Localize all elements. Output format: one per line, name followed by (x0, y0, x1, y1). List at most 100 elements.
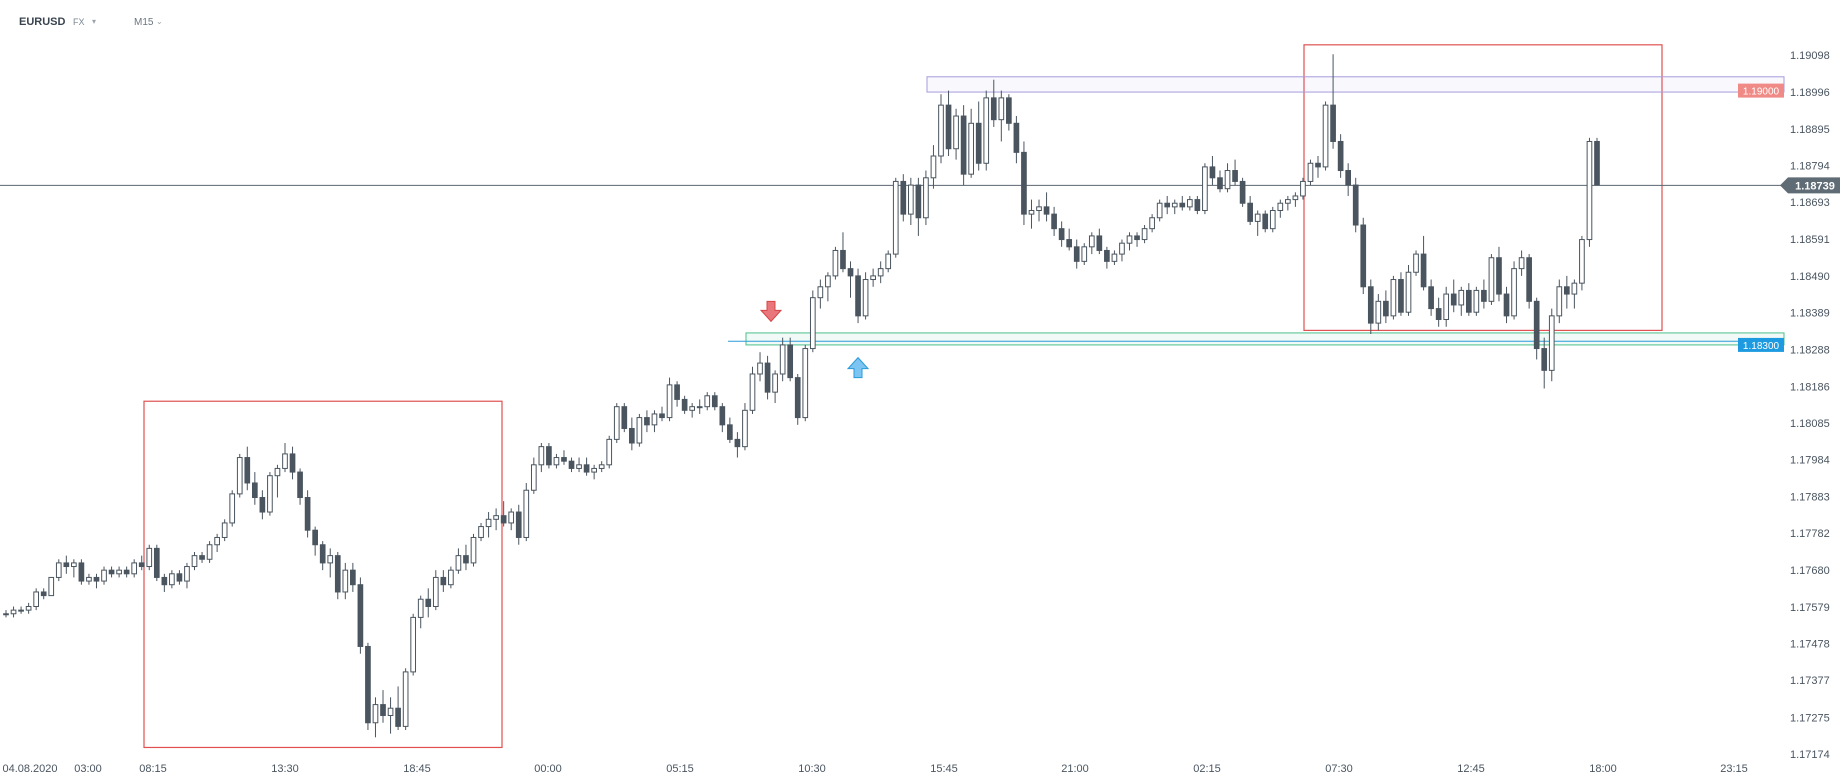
candle-body (998, 97, 1005, 121)
candle-body (161, 576, 168, 586)
candle-body (229, 493, 236, 524)
candle-body (199, 555, 205, 560)
x-tick-label: 08:15 (139, 763, 167, 775)
resistance-level-badge (1738, 83, 1784, 98)
candle-body (1556, 286, 1563, 317)
candle-body (425, 598, 432, 607)
candle-body (304, 497, 311, 531)
candle-body (108, 569, 115, 575)
y-tick-label: 1.18085 (1790, 418, 1830, 430)
candle-body (500, 515, 507, 524)
candle-body (613, 406, 620, 440)
candle-body (1028, 209, 1035, 215)
candle-body (629, 427, 635, 444)
candle-body (48, 576, 55, 597)
candle-body (1518, 257, 1525, 270)
y-tick-label: 1.17275 (1790, 712, 1830, 724)
candle-body (1058, 228, 1065, 241)
candle-body (55, 562, 62, 578)
candle-body (659, 413, 665, 419)
candle-body (357, 584, 364, 647)
candle-body (757, 362, 763, 375)
candle-body (644, 417, 650, 426)
candle-body (410, 616, 417, 673)
candle-body (742, 409, 748, 448)
candle-body (892, 180, 899, 255)
candle-body (885, 253, 892, 270)
symbol-label[interactable]: EURUSD (19, 16, 66, 28)
y-tick-label: 1.18794 (1790, 160, 1830, 172)
candle-body (1352, 184, 1359, 226)
candle-body (1232, 170, 1238, 182)
sell-signal-arrow (759, 300, 783, 323)
candle-body (138, 562, 145, 568)
candle-body (719, 406, 726, 426)
market-label[interactable]: FX (73, 17, 85, 27)
candle-body (1322, 104, 1329, 168)
candle-body (930, 155, 937, 179)
candle-body (704, 395, 711, 408)
candle-body (1262, 213, 1269, 230)
x-tick-label: 15:45 (930, 763, 958, 775)
candle-body (1579, 239, 1585, 284)
candle-body (1164, 202, 1171, 208)
candle-body (1171, 202, 1178, 208)
candle-body (1481, 289, 1487, 302)
support-level-label: 1.18300 (1743, 341, 1780, 352)
candle-body (1096, 235, 1103, 251)
x-tick-label: 03:00 (74, 763, 102, 775)
candle-body (1571, 282, 1578, 295)
candle-body (402, 671, 409, 727)
buy-signal-arrow (846, 356, 870, 379)
candle-body (1443, 293, 1450, 320)
candle-body (1134, 235, 1140, 241)
chevron-down-icon[interactable]: ⌄ (156, 17, 163, 26)
candle-body (191, 555, 198, 568)
chevron-down-icon[interactable]: ▾ (92, 17, 97, 26)
x-tick-label: 10:30 (798, 763, 826, 775)
candle-body (153, 547, 160, 578)
candle-body (146, 547, 153, 568)
candle-body (440, 576, 447, 586)
candle-body (131, 562, 138, 575)
candle-body (1254, 213, 1261, 222)
candle-body (1511, 268, 1517, 317)
candle-body (915, 184, 922, 219)
resistance-level-label: 1.19000 (1743, 87, 1780, 98)
candle-body (1541, 348, 1548, 371)
candle-body (478, 526, 484, 538)
x-tick-label: 07:30 (1325, 763, 1353, 775)
candle-body (259, 497, 266, 513)
candle-body (1428, 286, 1434, 310)
candle-body (10, 609, 17, 615)
candle-body (515, 511, 522, 538)
candle-body (342, 569, 349, 593)
resistance-zone (926, 76, 1785, 93)
candle-body (1081, 246, 1088, 262)
candle-body (674, 384, 680, 400)
y-tick-label: 1.17680 (1790, 565, 1830, 577)
candle-body (990, 97, 997, 121)
y-tick-label: 1.17984 (1790, 455, 1830, 467)
candle-body (1564, 286, 1570, 295)
candle-body (387, 707, 394, 716)
candle-body (372, 704, 379, 724)
candle-body (1458, 289, 1465, 306)
candle-body (825, 275, 831, 288)
candle-body (787, 344, 794, 379)
candle-body (1104, 249, 1110, 262)
candle-body (847, 268, 854, 277)
candle-body (1111, 253, 1118, 262)
y-tick-label: 1.18288 (1790, 344, 1830, 356)
candle-body (749, 373, 756, 411)
timeframe-selector[interactable]: M15 (134, 17, 154, 28)
x-tick-label: 18:00 (1589, 763, 1617, 775)
candle-body (870, 275, 876, 281)
candle-body (1300, 180, 1306, 197)
candle-body (1548, 315, 1555, 371)
candle-body (734, 438, 741, 448)
candle-body (1413, 253, 1419, 273)
candle-body (327, 555, 334, 564)
candle-body (651, 413, 658, 426)
